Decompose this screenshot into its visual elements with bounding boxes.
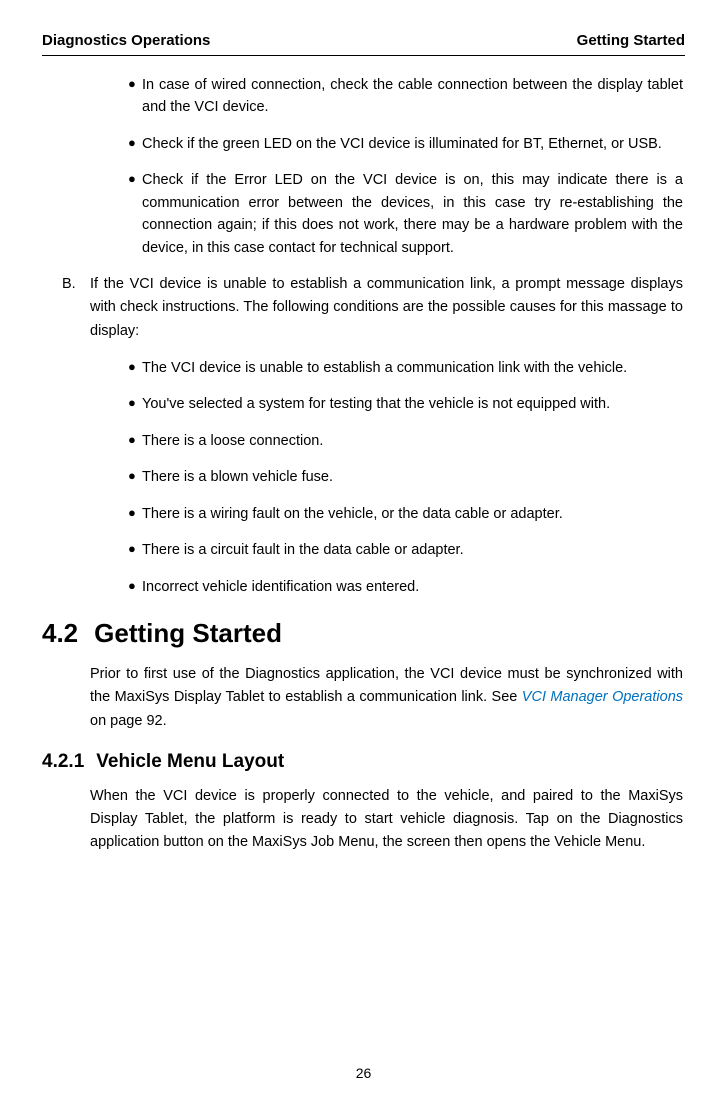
bullet-marker-icon: ● — [118, 357, 142, 379]
header-right: Getting Started — [577, 32, 685, 49]
bullet-marker-icon: ● — [118, 74, 142, 119]
letter-marker: B. — [62, 273, 90, 343]
bullet-item: ● The VCI device is unable to establish … — [118, 357, 683, 379]
bullet-text: Check if the Error LED on the VCI device… — [142, 169, 683, 259]
bullet-marker-icon: ● — [118, 430, 142, 452]
bullet-text: Incorrect vehicle identification was ent… — [142, 576, 683, 598]
section-number: 4.2 — [42, 618, 78, 648]
section-paragraph: Prior to first use of the Diagnostics ap… — [90, 663, 683, 733]
vci-manager-link[interactable]: VCI Manager Operations — [522, 689, 683, 705]
bullet-item: ● There is a wiring fault on the vehicle… — [118, 503, 683, 525]
bullet-marker-icon: ● — [118, 539, 142, 561]
bullet-marker-icon: ● — [118, 576, 142, 598]
subsection-paragraph: When the VCI device is properly connecte… — [90, 785, 683, 855]
bullet-text: There is a circuit fault in the data cab… — [142, 539, 683, 561]
section-heading: 4.2 Getting Started — [42, 618, 683, 649]
bullet-marker-icon: ● — [118, 466, 142, 488]
bullet-text: There is a loose connection. — [142, 430, 683, 452]
letter-item-b: B. If the VCI device is unable to establ… — [62, 273, 683, 343]
bullet-list-a: ● In case of wired connection, check the… — [118, 74, 683, 259]
bullet-item: ● In case of wired connection, check the… — [118, 74, 683, 119]
bullet-text: You've selected a system for testing tha… — [142, 393, 683, 415]
bullet-item: ● Check if the green LED on the VCI devi… — [118, 133, 683, 155]
page-content: ● In case of wired connection, check the… — [42, 74, 685, 854]
bullet-marker-icon: ● — [118, 169, 142, 259]
page-number: 26 — [0, 1065, 727, 1081]
bullet-marker-icon: ● — [118, 133, 142, 155]
bullet-item: ● There is a circuit fault in the data c… — [118, 539, 683, 561]
bullet-text: The VCI device is unable to establish a … — [142, 357, 683, 379]
bullet-item: ● There is a blown vehicle fuse. — [118, 466, 683, 488]
bullet-marker-icon: ● — [118, 503, 142, 525]
letter-text: If the VCI device is unable to establish… — [90, 273, 683, 343]
bullet-text: There is a blown vehicle fuse. — [142, 466, 683, 488]
header-left: Diagnostics Operations — [42, 32, 210, 49]
subsection-number: 4.2.1 — [42, 751, 84, 772]
subsection-heading: 4.2.1 Vehicle Menu Layout — [42, 751, 683, 773]
page-header: Diagnostics Operations Getting Started — [42, 32, 685, 56]
bullet-text: In case of wired connection, check the c… — [142, 74, 683, 119]
subsection-title: Vehicle Menu Layout — [96, 751, 284, 772]
bullet-marker-icon: ● — [118, 393, 142, 415]
paragraph-suffix: on page 92. — [90, 713, 167, 729]
bullet-text: There is a wiring fault on the vehicle, … — [142, 503, 683, 525]
section-title: Getting Started — [94, 618, 282, 648]
bullet-text: Check if the green LED on the VCI device… — [142, 133, 683, 155]
bullet-item: ● You've selected a system for testing t… — [118, 393, 683, 415]
bullet-list-b: ● The VCI device is unable to establish … — [118, 357, 683, 598]
bullet-item: ● Check if the Error LED on the VCI devi… — [118, 169, 683, 259]
bullet-item: ● Incorrect vehicle identification was e… — [118, 576, 683, 598]
bullet-item: ● There is a loose connection. — [118, 430, 683, 452]
